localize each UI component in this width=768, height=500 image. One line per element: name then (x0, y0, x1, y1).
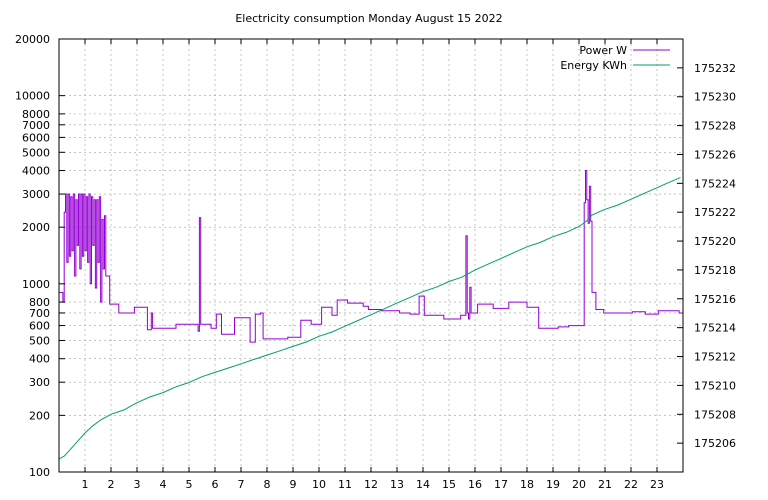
y2-tick-label: 175224 (694, 177, 736, 190)
y-tick-label: 100 (29, 466, 50, 479)
y2-tick-label: 175228 (694, 120, 736, 133)
y2-tick-label: 175222 (694, 206, 736, 219)
x-tick-label: 13 (390, 478, 404, 491)
x-tick-label: 12 (364, 478, 378, 491)
y-tick-label: 4000 (22, 165, 50, 178)
y-tick-label: 600 (29, 320, 50, 333)
y-tick-label: 20000 (15, 33, 50, 46)
series-line-power-w (59, 170, 683, 343)
grid (59, 39, 683, 472)
x-tick-label: 23 (650, 478, 664, 491)
y-tick-label: 10000 (15, 90, 50, 103)
legend-label: Power W (579, 44, 627, 57)
x-tick-label: 15 (442, 478, 456, 491)
y2-tick-label: 175210 (694, 379, 736, 392)
y-tick-label: 5000 (22, 146, 50, 159)
y2-tick-label: 175232 (694, 62, 736, 75)
x-tick-label: 16 (468, 478, 482, 491)
series-layer (58, 170, 683, 460)
x-tick-label: 11 (338, 478, 352, 491)
y-tick-label: 3000 (22, 188, 50, 201)
y-tick-label: 6000 (22, 131, 50, 144)
x-tick-label: 19 (546, 478, 560, 491)
y2-tick-label: 175218 (694, 264, 736, 277)
y2-tick-label: 175216 (694, 293, 736, 306)
x-tick-label: 2 (108, 478, 115, 491)
x-tick-label: 1 (82, 478, 89, 491)
y-tick-label: 7000 (22, 119, 50, 132)
y-tick-label: 1000 (22, 278, 50, 291)
axis-ticks: 1 2 3 4 5 6 7 8 9 10 11 12 13 14 15 16 17 18 19 20 21 22 23100… (15, 33, 736, 491)
x-tick-label: 18 (520, 478, 534, 491)
y-tick-label: 2000 (22, 221, 50, 234)
y-tick-label: 400 (29, 353, 50, 366)
y-tick-label: 500 (29, 334, 50, 347)
y2-tick-label: 175226 (694, 148, 736, 161)
x-tick-label: 20 (572, 478, 586, 491)
x-tick-label: 8 (264, 478, 271, 491)
chart-title: Electricity consumption Monday August 15… (235, 12, 502, 25)
legend: Power W Energy KWh (560, 44, 670, 72)
y-tick-label: 200 (29, 409, 50, 422)
x-tick-label: 14 (416, 478, 430, 491)
x-tick-label: 5 (186, 478, 193, 491)
y2-tick-label: 175206 (694, 437, 736, 450)
x-tick-label: 10 (312, 478, 326, 491)
legend-label: Energy KWh (560, 59, 627, 72)
x-tick-label: 7 (238, 478, 245, 491)
y2-tick-label: 175214 (694, 322, 736, 335)
x-tick-label: 3 (134, 478, 141, 491)
x-tick-label: 9 (290, 478, 297, 491)
y-tick-label: 300 (29, 376, 50, 389)
y-tick-label: 8000 (22, 108, 50, 121)
y2-tick-label: 175208 (694, 408, 736, 421)
y2-tick-label: 175220 (694, 235, 736, 248)
y-tick-label: 700 (29, 307, 50, 320)
y2-tick-label: 175212 (694, 351, 736, 364)
series-line-energy-kwh (58, 177, 681, 460)
y2-tick-label: 175230 (694, 91, 736, 104)
x-tick-label: 21 (598, 478, 612, 491)
x-tick-label: 22 (624, 478, 638, 491)
x-tick-label: 4 (160, 478, 167, 491)
x-tick-label: 6 (212, 478, 219, 491)
y-tick-label: 800 (29, 296, 50, 309)
x-tick-label: 17 (494, 478, 508, 491)
